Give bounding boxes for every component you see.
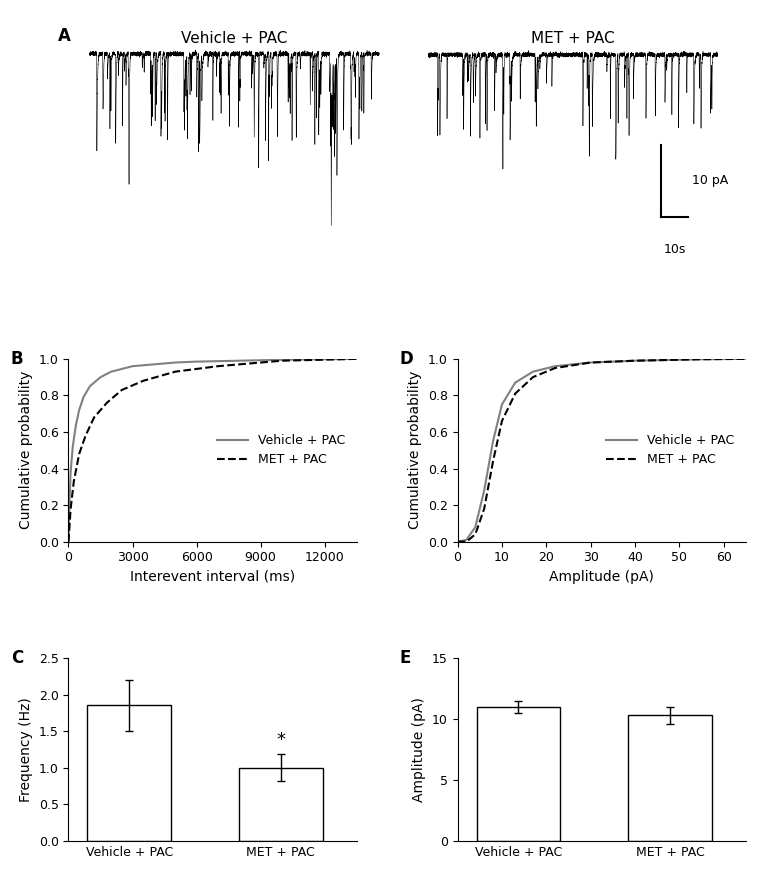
Vehicle + PAC (352, 354, 361, 365)
Text: A: A (59, 27, 72, 44)
MET + PAC (550, 363, 559, 373)
Vehicle + PAC (462, 535, 471, 545)
MET + PAC (741, 354, 750, 365)
Vehicle + PAC (528, 366, 537, 377)
Text: Vehicle + PAC: Vehicle + PAC (181, 31, 288, 46)
Vehicle + PAC (550, 361, 559, 372)
Y-axis label: Cumulative probability: Cumulative probability (409, 371, 422, 529)
Vehicle + PAC (72, 419, 81, 430)
MET + PAC (630, 356, 639, 366)
MET + PAC (81, 430, 90, 441)
MET + PAC (64, 536, 73, 547)
Y-axis label: Cumulative probability: Cumulative probability (19, 371, 33, 529)
Vehicle + PAC (85, 381, 94, 391)
MET + PAC (170, 366, 180, 377)
Text: *: * (276, 731, 285, 750)
Text: B: B (11, 350, 24, 368)
Vehicle + PAC (586, 358, 595, 368)
Vehicle + PAC (66, 467, 75, 478)
Vehicle + PAC (107, 366, 116, 377)
Vehicle + PAC (479, 485, 489, 496)
Vehicle + PAC (498, 399, 507, 410)
MET + PAC (528, 372, 537, 382)
Line: Vehicle + PAC: Vehicle + PAC (457, 359, 746, 542)
Vehicle + PAC (453, 536, 462, 547)
Text: 10s: 10s (664, 242, 686, 256)
Text: C: C (11, 649, 23, 666)
MET + PAC (498, 416, 507, 427)
MET + PAC (453, 536, 462, 547)
MET + PAC (489, 456, 498, 466)
Vehicle + PAC (96, 372, 105, 382)
Vehicle + PAC (511, 377, 520, 388)
Vehicle + PAC (64, 536, 73, 547)
Line: MET + PAC: MET + PAC (68, 359, 357, 542)
MET + PAC (586, 358, 595, 368)
MET + PAC (139, 375, 148, 386)
MET + PAC (75, 449, 84, 459)
Vehicle + PAC (75, 404, 84, 415)
Vehicle + PAC (697, 354, 706, 365)
MET + PAC (697, 354, 706, 365)
Line: MET + PAC: MET + PAC (457, 359, 746, 542)
Line: Vehicle + PAC: Vehicle + PAC (68, 359, 357, 542)
Legend: Vehicle + PAC, MET + PAC: Vehicle + PAC, MET + PAC (212, 429, 351, 472)
Vehicle + PAC (65, 496, 74, 507)
Y-axis label: Amplitude (pA): Amplitude (pA) (412, 696, 426, 802)
Vehicle + PAC (170, 358, 180, 368)
Vehicle + PAC (79, 392, 88, 403)
Vehicle + PAC (192, 357, 201, 367)
Text: MET + PAC: MET + PAC (531, 31, 615, 46)
Text: E: E (400, 649, 411, 666)
Y-axis label: Frequency (Hz): Frequency (Hz) (19, 697, 33, 802)
Text: D: D (400, 350, 414, 368)
Bar (629, 715, 712, 841)
Bar (239, 767, 323, 841)
MET + PAC (213, 361, 222, 372)
Vehicle + PAC (68, 442, 78, 452)
X-axis label: Interevent interval (ms): Interevent interval (ms) (130, 570, 295, 584)
Text: 10 pA: 10 pA (692, 174, 728, 188)
Bar (88, 705, 171, 841)
MET + PAC (278, 356, 287, 366)
X-axis label: Amplitude (pA): Amplitude (pA) (549, 570, 654, 584)
MET + PAC (471, 529, 480, 540)
Vehicle + PAC (741, 354, 750, 365)
Vehicle + PAC (320, 354, 330, 365)
MET + PAC (69, 476, 78, 487)
Vehicle + PAC (471, 522, 480, 533)
MET + PAC (90, 412, 99, 423)
Vehicle + PAC (489, 435, 498, 446)
Vehicle + PAC (234, 356, 244, 366)
Vehicle + PAC (630, 356, 639, 366)
MET + PAC (117, 385, 126, 396)
MET + PAC (511, 389, 520, 399)
Vehicle + PAC (128, 361, 137, 372)
MET + PAC (462, 536, 471, 547)
MET + PAC (66, 504, 75, 514)
Bar (476, 707, 560, 841)
Vehicle + PAC (278, 355, 287, 366)
MET + PAC (479, 504, 489, 514)
MET + PAC (102, 397, 111, 408)
Legend: Vehicle + PAC, MET + PAC: Vehicle + PAC, MET + PAC (601, 429, 740, 472)
Vehicle + PAC (149, 359, 158, 370)
MET + PAC (352, 354, 361, 365)
